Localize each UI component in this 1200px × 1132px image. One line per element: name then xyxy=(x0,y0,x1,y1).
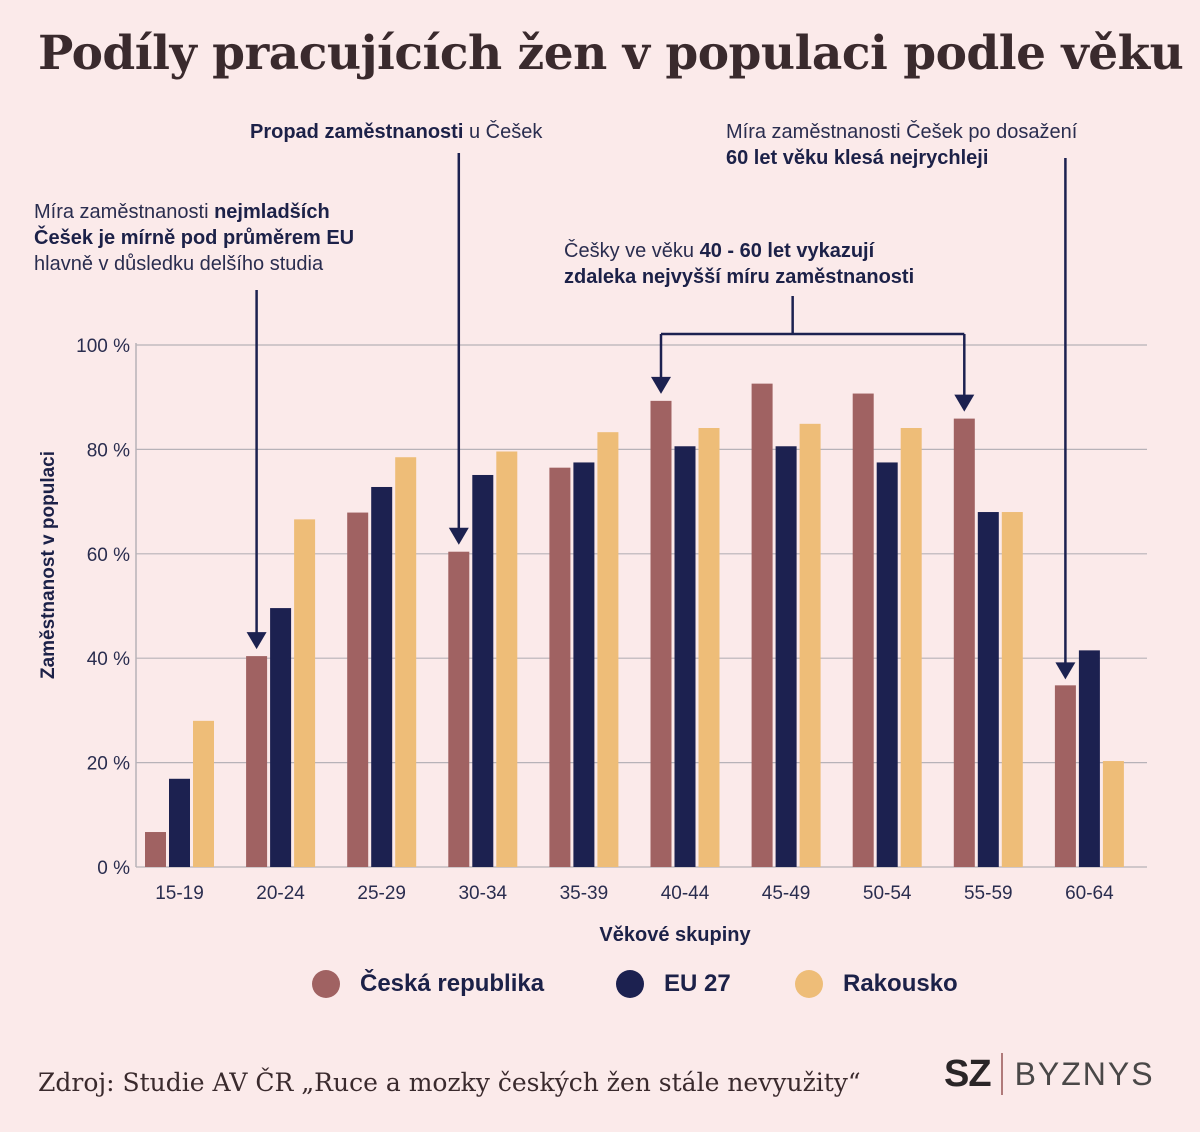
y-axis-label-wrap: Zaměstnanost v populaci xyxy=(36,380,62,750)
arrow-30-34-head xyxy=(448,527,469,545)
x-tick-label: 50-54 xyxy=(863,883,912,904)
annotation-40-60: Češky ve věku 40 - 60 let vykazují zdale… xyxy=(564,240,915,288)
legend-dot-cz xyxy=(312,970,340,998)
chart-title: Podíly pracujících žen v populaci podle … xyxy=(38,26,1184,81)
bar-30-34-2 xyxy=(496,451,518,867)
y-tick-label: 0 % xyxy=(97,858,130,879)
logo-divider xyxy=(1000,1053,1003,1095)
bar-30-34-0 xyxy=(448,551,470,867)
legend-label-cz: Česká republika xyxy=(360,970,545,997)
y-tick-label: 60 % xyxy=(87,545,130,566)
bar-20-24-2 xyxy=(294,519,316,867)
bar-45-49-1 xyxy=(775,446,797,867)
annotation-60plus: Míra zaměstnanosti Češek po dosažení 60 … xyxy=(726,121,1078,169)
legend-item-cz: Česká republika xyxy=(312,970,544,998)
bar-45-49-0 xyxy=(751,383,773,867)
bars xyxy=(145,383,1124,867)
arrow-20-24-head xyxy=(246,632,267,650)
y-tick-label: 100 % xyxy=(76,336,130,357)
bar-60-64-1 xyxy=(1078,650,1100,867)
arrow-55-59-head xyxy=(954,394,975,412)
bar-55-59-2 xyxy=(1001,512,1023,867)
bar-40-44-1 xyxy=(674,446,696,867)
bar-50-54-0 xyxy=(852,393,874,867)
arrow-60-64-head xyxy=(1055,662,1076,680)
bar-55-59-1 xyxy=(977,512,999,867)
x-tick-label: 45-49 xyxy=(762,883,811,904)
x-tick-label: 15-19 xyxy=(155,883,204,904)
bar-20-24-0 xyxy=(246,656,268,867)
bar-20-24-1 xyxy=(270,608,292,867)
bar-25-29-2 xyxy=(395,457,417,867)
bar-40-44-2 xyxy=(698,427,720,867)
bar-50-54-2 xyxy=(900,427,922,867)
annotation-youngest: Míra zaměstnanosti nejmladších Češek je … xyxy=(34,201,355,275)
legend-label-at: Rakousko xyxy=(843,970,958,997)
x-tick-label: 55-59 xyxy=(964,883,1013,904)
bar-15-19-2 xyxy=(193,720,214,867)
logo-byznys: BYZNYS xyxy=(1014,1055,1155,1092)
x-tick-label: 20-24 xyxy=(256,883,305,904)
bar-25-29-0 xyxy=(347,512,369,867)
x-tick-label: 30-34 xyxy=(458,883,507,904)
x-tick-label: 25-29 xyxy=(357,883,406,904)
x-tick-label: 35-39 xyxy=(560,883,609,904)
source-note: Zdroj: Studie AV ČR „Ruce a mozky českýc… xyxy=(38,1068,861,1097)
bar-55-59-0 xyxy=(953,418,975,867)
bar-30-34-1 xyxy=(472,474,494,867)
x-axis-label: Věkové skupiny xyxy=(599,924,751,946)
legend-dot-at xyxy=(795,970,823,998)
y-tick-labels: 0 % 20 % 40 % 60 % 80 % 100 % xyxy=(76,336,130,879)
legend-item-at: Rakousko xyxy=(795,970,958,998)
legend-dot-eu xyxy=(616,970,644,998)
bar-25-29-1 xyxy=(371,486,393,867)
bar-35-39-2 xyxy=(597,432,619,867)
bar-40-44-0 xyxy=(650,400,672,867)
bar-35-39-0 xyxy=(549,467,571,867)
legend-label-eu: EU 27 xyxy=(664,970,731,997)
annotation-arrows xyxy=(246,153,1076,680)
bar-15-19-0 xyxy=(145,832,166,867)
x-tick-labels: 15-19 20-24 25-29 30-34 35-39 40-44 45-49 50-54… xyxy=(155,883,1114,904)
y-tick-label: 40 % xyxy=(87,649,130,670)
bar-35-39-1 xyxy=(573,462,595,867)
y-tick-label: 20 % xyxy=(87,754,130,775)
bar-60-64-2 xyxy=(1102,761,1124,867)
bar-15-19-1 xyxy=(169,778,190,867)
bar-60-64-0 xyxy=(1054,685,1076,867)
bar-45-49-2 xyxy=(799,423,821,867)
sz-byznys-logo: SZ BYZNYS xyxy=(944,1050,1155,1098)
y-tick-label: 80 % xyxy=(87,440,130,461)
x-tick-label: 40-44 xyxy=(661,883,710,904)
x-tick-label: 60-64 xyxy=(1065,883,1114,904)
arrow-40-44-head xyxy=(651,376,671,394)
bar-50-54-1 xyxy=(876,462,898,867)
y-axis-label: Zaměstnanost v populaci xyxy=(38,450,59,680)
legend-item-eu: EU 27 xyxy=(616,970,731,998)
annotation-drop: Propad zaměstnanosti u Češek xyxy=(250,121,543,143)
logo-sz: SZ xyxy=(944,1052,992,1095)
